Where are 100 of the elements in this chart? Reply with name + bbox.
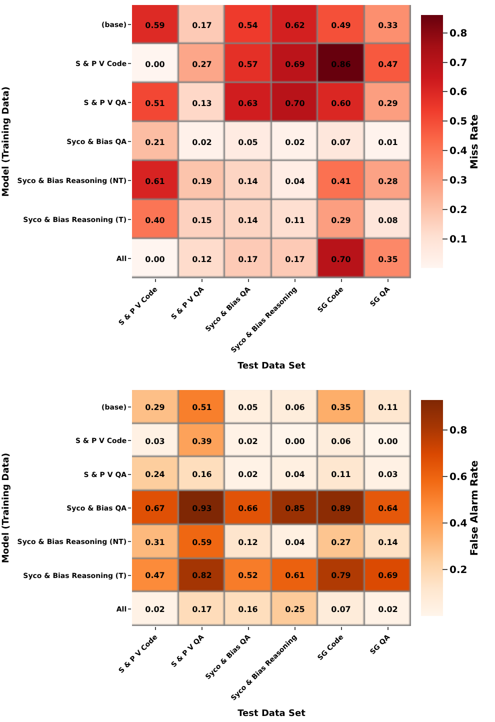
data-label: 0.04 xyxy=(285,176,306,186)
data-label: 0.35 xyxy=(331,402,352,412)
data-label: 0.69 xyxy=(285,60,306,69)
color-bar-label: 0.4 xyxy=(450,146,468,158)
data-label: 0.04 xyxy=(285,470,306,479)
data-label: 0.08 xyxy=(378,216,398,225)
data-label: 0.14 xyxy=(238,176,258,186)
data-label: 0.16 xyxy=(238,604,258,614)
data-label: 0.27 xyxy=(192,60,212,69)
color-bar-label: 0.8 xyxy=(450,28,468,40)
data-label: 0.00 xyxy=(378,436,398,446)
data-label: 0.02 xyxy=(192,138,212,147)
data-label: 0.12 xyxy=(192,254,212,264)
data-label: 0.02 xyxy=(238,436,258,446)
color-bar-label: 0.2 xyxy=(450,565,468,576)
data-label: 0.14 xyxy=(378,538,398,547)
data-label: 0.57 xyxy=(238,60,258,69)
data-label: 0.41 xyxy=(331,176,352,186)
data-label: 0.03 xyxy=(378,470,398,479)
data-label: 0.86 xyxy=(331,60,352,69)
data-label: 0.06 xyxy=(331,436,352,446)
data-label: 0.02 xyxy=(238,470,258,479)
data-label: 0.47 xyxy=(378,60,398,69)
data-label: 0.00 xyxy=(285,436,306,446)
data-label: 0.15 xyxy=(192,216,212,225)
data-label: 0.70 xyxy=(285,98,306,108)
data-label: 0.11 xyxy=(331,470,352,479)
x-axis-title: Test Data Set xyxy=(238,361,306,372)
data-label: 0.47 xyxy=(145,570,165,580)
data-label: 0.29 xyxy=(145,402,166,412)
color-bar-label: 0.5 xyxy=(450,116,468,128)
data-label: 0.14 xyxy=(238,216,258,225)
data-label: 0.54 xyxy=(238,20,258,30)
data-label: 0.64 xyxy=(378,504,398,513)
data-label: 0.19 xyxy=(192,176,212,186)
data-label: 0.01 xyxy=(378,138,398,147)
data-label: 0.25 xyxy=(285,604,306,614)
data-label: 0.17 xyxy=(238,254,258,264)
data-label: 0.59 xyxy=(145,20,166,30)
data-label: 0.17 xyxy=(192,604,212,614)
data-label: 0.07 xyxy=(331,604,351,614)
color-bar-label: 0.6 xyxy=(450,472,468,484)
data-label: 0.17 xyxy=(192,20,212,30)
data-label: 0.70 xyxy=(331,254,352,264)
data-label: 0.02 xyxy=(378,604,398,614)
data-label: 0.63 xyxy=(238,98,258,108)
data-label: 0.69 xyxy=(378,570,398,580)
data-label: 0.82 xyxy=(192,570,212,580)
data-label: 0.33 xyxy=(378,20,398,30)
data-label: 0.93 xyxy=(192,504,212,513)
data-label: 0.62 xyxy=(285,20,305,30)
data-label: 0.11 xyxy=(378,402,398,412)
color-bar-title: Miss Rate xyxy=(469,114,480,170)
color-bar-label: 0.4 xyxy=(450,518,468,530)
data-label: 0.13 xyxy=(192,98,212,108)
data-label: 0.85 xyxy=(285,504,306,513)
color-bar-label: 0.6 xyxy=(450,87,468,98)
color-bar-label: 0.8 xyxy=(450,426,468,437)
data-label: 0.59 xyxy=(192,538,212,547)
data-label: 0.61 xyxy=(285,570,306,580)
data-label: 0.66 xyxy=(238,504,258,513)
data-label: 0.05 xyxy=(238,138,258,147)
y-axis-title: Model (Training Data) xyxy=(2,452,12,564)
data-label: 0.31 xyxy=(145,538,166,547)
data-label: 0.51 xyxy=(145,98,166,108)
data-label: 0.61 xyxy=(145,176,166,186)
data-label: 0.12 xyxy=(238,538,258,547)
data-label: 0.00 xyxy=(145,254,166,264)
data-label: 0.89 xyxy=(331,504,352,513)
data-label: 0.21 xyxy=(145,138,166,147)
data-label: 0.67 xyxy=(145,504,165,513)
color-bar-label: 0.3 xyxy=(450,175,468,186)
data-label: 0.39 xyxy=(192,436,212,446)
data-label: 0.02 xyxy=(285,138,305,147)
data-label: 0.00 xyxy=(145,60,166,69)
data-label: 0.29 xyxy=(378,98,398,108)
color-bar-label: 0.1 xyxy=(450,234,468,246)
color-bar-title: False Alarm Rate xyxy=(469,460,480,556)
data-label: 0.05 xyxy=(238,402,258,412)
data-label: 0.35 xyxy=(378,254,398,264)
data-label: 0.60 xyxy=(331,98,352,108)
data-label: 0.11 xyxy=(285,216,306,225)
data-label: 0.17 xyxy=(285,254,305,264)
data-label: 0.51 xyxy=(192,402,212,412)
data-label: 0.03 xyxy=(145,436,165,446)
data-label: 0.16 xyxy=(192,470,212,479)
data-label: 0.49 xyxy=(331,20,352,30)
data-label: 0.07 xyxy=(331,138,351,147)
y-axis-title: Model (Training Data) xyxy=(2,86,12,197)
color-bar-label: 0.7 xyxy=(450,58,468,69)
data-label: 0.29 xyxy=(331,216,352,225)
color-bar-label: 0.2 xyxy=(450,204,468,216)
data-label: 0.24 xyxy=(145,470,166,479)
x-axis-title: Test Data Set xyxy=(238,709,306,720)
data-label: 0.02 xyxy=(145,604,165,614)
data-label: 0.79 xyxy=(331,570,352,580)
data-label: 0.40 xyxy=(145,216,166,225)
data-label: 0.06 xyxy=(285,402,306,412)
data-label: 0.28 xyxy=(378,176,398,186)
data-label: 0.27 xyxy=(331,538,351,547)
